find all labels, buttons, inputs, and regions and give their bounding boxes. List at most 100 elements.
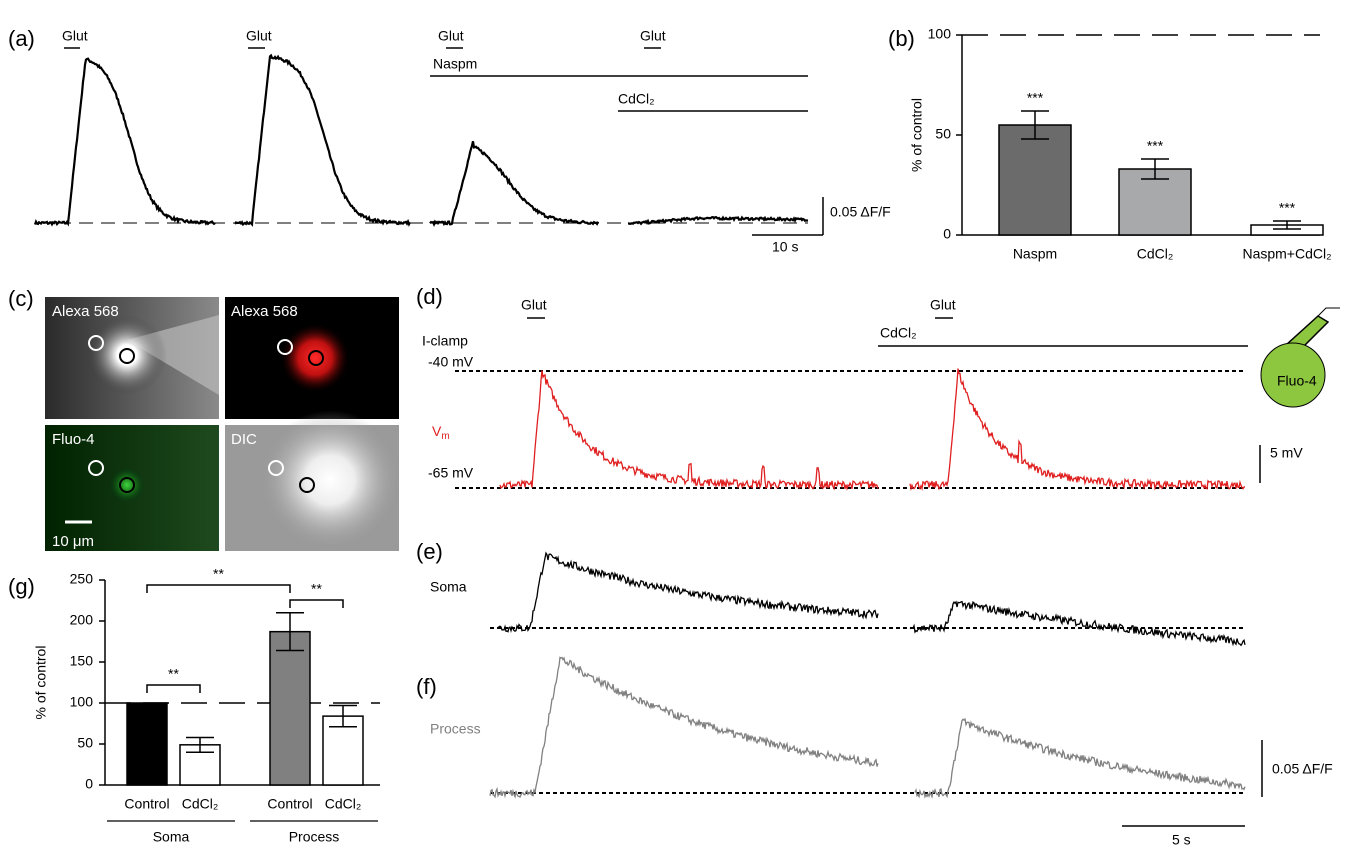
panel-c	[45, 297, 400, 551]
trace	[234, 53, 411, 227]
x-tick-label: CdCl₂	[325, 796, 362, 812]
bar	[1118, 168, 1192, 236]
error-bar	[1021, 110, 1049, 140]
roi	[299, 477, 315, 493]
roi	[88, 335, 104, 351]
cell-glow	[87, 315, 167, 395]
x-tick-label: Naspm	[1013, 246, 1057, 262]
significance: ***	[1147, 138, 1164, 154]
panel-label: (e)	[416, 539, 443, 564]
y-tick-label: 150	[70, 653, 94, 669]
significance-bracket	[146, 684, 201, 693]
y-tick-label: 50	[935, 126, 951, 142]
x-tick-label: Control	[124, 796, 169, 812]
y-tick-label: 0	[943, 226, 951, 242]
group-label: Soma	[153, 829, 190, 845]
error-bar	[1141, 158, 1169, 180]
bar	[998, 124, 1072, 236]
y-tick-label: 100	[70, 694, 94, 710]
stim-label: Glut	[930, 297, 956, 313]
panel-a	[35, 47, 824, 236]
y-tick-label: 0	[85, 776, 93, 792]
y-tick-label: 50	[77, 735, 93, 751]
y-tick-label: 200	[70, 612, 94, 628]
drug-label: CdCl₂	[880, 325, 917, 341]
drug-label: CdCl₂	[618, 91, 655, 107]
error-bar	[186, 736, 214, 753]
x-tick-label: Control	[267, 796, 312, 812]
trace	[909, 600, 1246, 647]
cell-glow	[109, 467, 145, 503]
pipette	[1317, 307, 1340, 317]
image-label: Fluo-4	[52, 431, 95, 448]
bar	[269, 630, 311, 786]
significance: **	[311, 581, 322, 597]
voltage-label: -65 mV	[428, 465, 474, 481]
drug-label: Naspm	[433, 56, 477, 72]
significance: **	[168, 666, 179, 682]
image-label: Alexa 568	[52, 303, 119, 320]
vm-sub: m	[441, 431, 449, 442]
cell-glow	[281, 324, 349, 392]
x-tick-label: CdCl₂	[1137, 246, 1174, 262]
panel-label: (d)	[416, 284, 443, 309]
bar	[126, 702, 168, 786]
scale-label: 0.05 ΔF/F	[830, 204, 891, 220]
error-bar	[1273, 220, 1301, 230]
panel-label: (f)	[416, 674, 437, 699]
trace	[628, 215, 809, 226]
significance-bracket	[289, 599, 344, 608]
x-tick-label: Naspm+CdCl₂	[1242, 246, 1331, 262]
trace	[497, 551, 879, 633]
roi	[119, 477, 135, 493]
trace-label: Process	[430, 721, 481, 737]
stim-label: Glut	[246, 28, 272, 44]
trace	[489, 656, 879, 799]
scale-label: 0.05 ΔF/F	[1272, 761, 1333, 777]
trace-label: Soma	[430, 579, 467, 595]
roi	[88, 460, 104, 476]
panel-label: (b)	[888, 26, 915, 51]
panel-d	[455, 307, 1340, 827]
stim-label: Glut	[521, 297, 547, 313]
roi	[119, 348, 135, 364]
roi	[277, 339, 293, 355]
stim-label: Glut	[62, 28, 88, 44]
group-label: Process	[289, 829, 340, 845]
voltage-label: -40 mV	[428, 354, 474, 370]
y-tick-label: 250	[70, 571, 94, 587]
trace	[909, 368, 1246, 492]
panel-label: (c)	[8, 286, 34, 311]
error-bar	[329, 704, 357, 728]
scale-label: 10 μm	[52, 533, 94, 550]
image-label: DIC	[231, 431, 257, 448]
y-axis-label: % of control	[33, 646, 49, 720]
y-axis-label: % of control	[909, 98, 925, 172]
panel-label: (g)	[8, 574, 35, 599]
significance: ***	[1027, 90, 1044, 106]
significance: **	[213, 566, 224, 582]
mode-label: I-clamp	[422, 333, 468, 349]
image-label: Alexa 568	[231, 303, 298, 320]
trace	[33, 57, 216, 227]
scale-label: 10 s	[772, 239, 798, 255]
stim-label: Glut	[640, 28, 666, 44]
vm-label: Vm	[432, 423, 450, 442]
cell-icon	[1260, 342, 1326, 408]
vm-main: V	[432, 423, 442, 439]
icon-label: Fluo-4	[1277, 373, 1317, 389]
trace	[429, 141, 600, 227]
significance-bracket	[146, 584, 291, 593]
scale-label: 5 s	[1172, 832, 1191, 848]
trace	[914, 717, 1246, 799]
trace	[499, 370, 879, 491]
roi	[308, 350, 324, 366]
scale-label: 5 mV	[1270, 445, 1303, 461]
y-tick-label: 100	[928, 26, 952, 42]
error-bar	[276, 612, 304, 652]
panel-label: (a)	[8, 26, 35, 51]
roi	[268, 460, 284, 476]
stim-label: Glut	[438, 28, 464, 44]
